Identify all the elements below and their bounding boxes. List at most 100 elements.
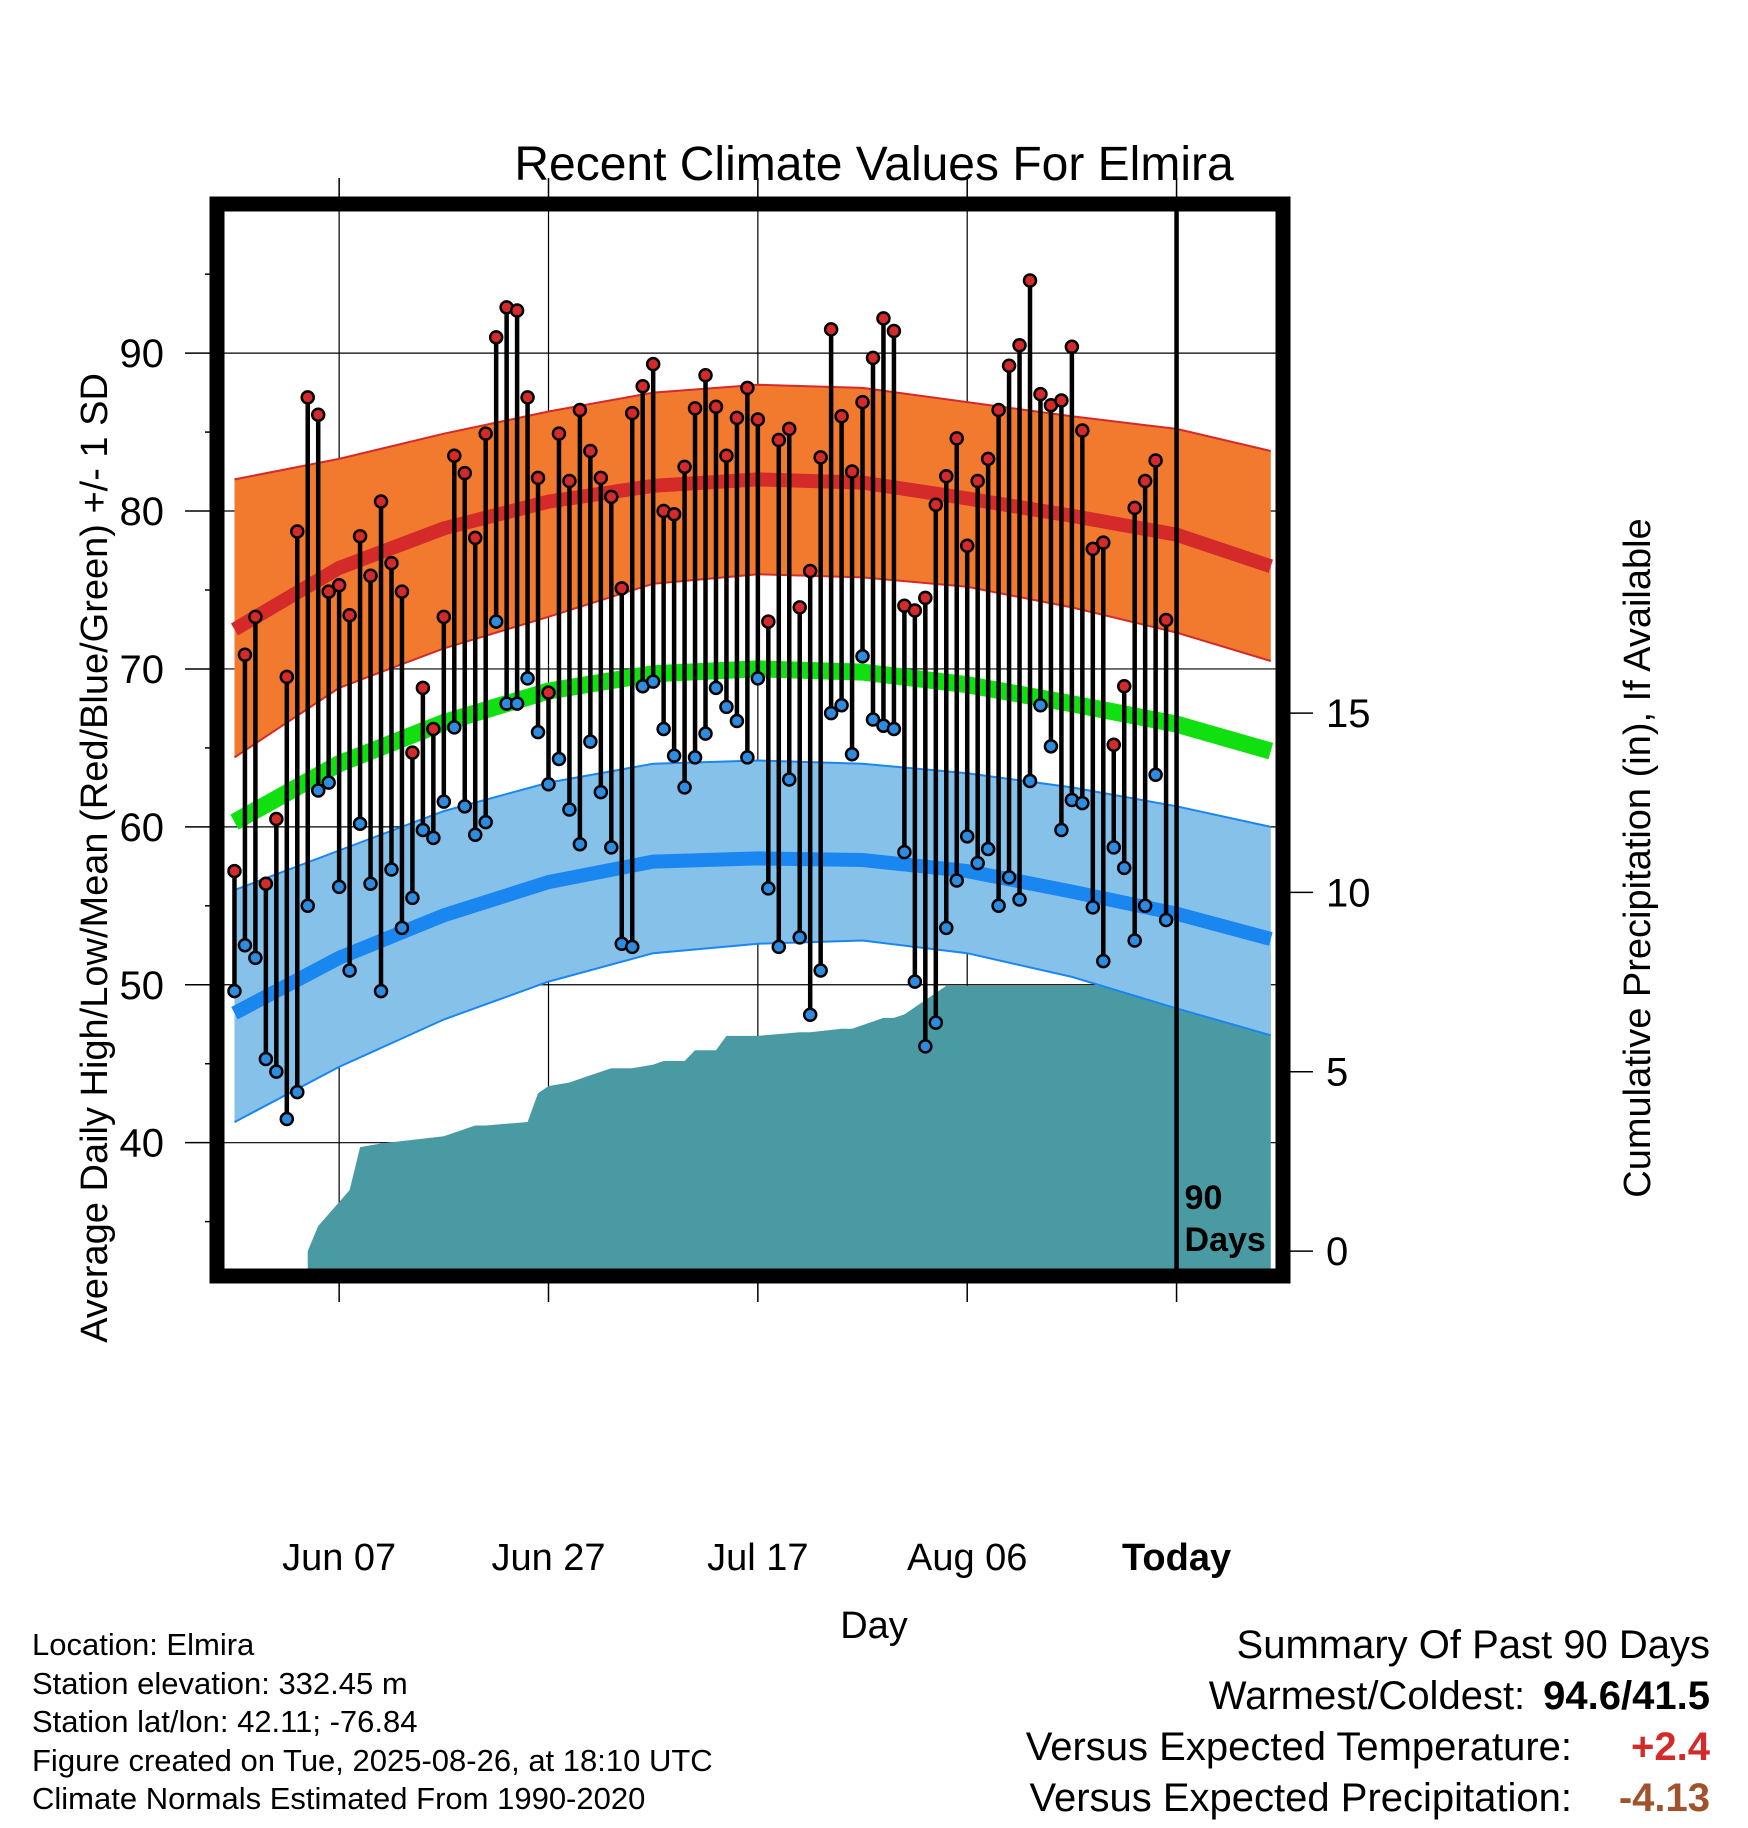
daily-high-point (426, 721, 441, 737)
precip-area (307, 953, 1271, 1269)
y-tick-label: 70 (120, 648, 165, 692)
daily-high-point (959, 538, 975, 554)
y2-tick-label: 10 (1326, 871, 1371, 915)
daily-low-point (792, 930, 807, 945)
daily-low-point (719, 699, 734, 715)
daily-high-point (342, 608, 357, 623)
daily-low-point (1127, 933, 1142, 948)
daily-low-point (310, 783, 326, 798)
daily-high-point (865, 350, 881, 366)
daily-low-point (959, 829, 975, 844)
daily-high-point (782, 421, 797, 437)
daily-low-point (384, 862, 399, 877)
y-tick-label: 90 (120, 332, 165, 376)
daily-low-point (279, 1111, 295, 1127)
daily-high-point (991, 402, 1006, 418)
daily-high-point (488, 330, 504, 345)
daily-low-point (237, 938, 253, 953)
y-tick-label: 40 (120, 1122, 165, 1166)
daily-low-point (331, 879, 347, 895)
daily-high-point (729, 410, 745, 426)
y-tick-label: 60 (120, 806, 165, 850)
daily-low-point (488, 614, 504, 629)
daily-high-point (980, 451, 996, 467)
daily-low-point (949, 873, 964, 888)
daily-high-point (300, 390, 315, 405)
daily-low-point (457, 799, 473, 814)
daily-high-point (436, 609, 452, 625)
y-axis-label: Average Daily High/Low/Mean (Red/Blue/Gr… (74, 373, 116, 1343)
temp-departure-value: +2.4 (1631, 1725, 1710, 1769)
daily-high-point (352, 529, 368, 544)
daily-high-point (677, 459, 692, 475)
daily-high-point (970, 473, 985, 489)
daily-low-point (342, 963, 357, 978)
daily-high-point (447, 448, 462, 464)
daily-low-point (802, 1007, 818, 1023)
daily-low-point (897, 844, 912, 860)
daily-low-point (708, 680, 724, 696)
daily-high-point (1075, 423, 1090, 438)
temp-departure-label: Versus Expected Temperature: (1025, 1725, 1572, 1769)
normals-text: Climate Normals Estimated From 1990-2020 (32, 1781, 646, 1816)
daily-low-point (939, 920, 954, 936)
daily-high-point (1001, 358, 1017, 374)
y2-tick-label: 0 (1326, 1230, 1348, 1274)
daily-high-point (269, 811, 284, 827)
daily-low-point (1033, 698, 1048, 713)
daily-low-point (782, 772, 797, 787)
daily-low-point (1116, 860, 1132, 876)
daily-high-point (740, 380, 755, 396)
precip-departure-label: Versus Expected Precipitation: (1029, 1776, 1572, 1820)
daily-low-point (666, 748, 682, 764)
daily-high-point (405, 745, 420, 760)
location-text: Location: Elmira (32, 1627, 255, 1662)
daily-high-point (719, 448, 734, 464)
daily-low-point (321, 775, 336, 790)
daily-low-point (1012, 892, 1027, 907)
daily-low-point (823, 705, 839, 721)
daily-high-point (939, 469, 954, 484)
daily-high-point (593, 470, 609, 486)
daily-high-point (844, 464, 860, 479)
daily-low-point (907, 974, 923, 989)
daily-low-point (300, 898, 315, 914)
y-tick-label: 50 (120, 964, 165, 1008)
daily-low-point (1137, 898, 1153, 914)
warmest-coldest-value: 94.6/41.5 (1543, 1674, 1710, 1718)
daily-high-point (384, 555, 399, 571)
daily-low-point (855, 649, 870, 664)
daily-low-point (761, 881, 776, 896)
daily-high-point (1022, 273, 1038, 288)
daily-low-point (771, 939, 787, 955)
daily-high-point (457, 465, 473, 481)
daily-high-point (698, 367, 713, 383)
daily-high-point (530, 470, 546, 486)
y-tick-label: 80 (120, 490, 165, 534)
x-tick-label: Today (1122, 1537, 1231, 1579)
daily-low-point (363, 876, 378, 891)
daily-high-point (635, 379, 650, 394)
daily-low-point (980, 841, 996, 857)
daily-high-point (708, 399, 724, 415)
daily-low-point (1085, 900, 1101, 915)
daily-high-point (876, 311, 891, 326)
plot-inner: 90 Days (224, 211, 1276, 1269)
daily-high-point (467, 530, 483, 546)
y2-tick-label: 5 (1326, 1051, 1348, 1095)
daily-low-point (813, 963, 828, 978)
daily-low-point (593, 784, 609, 800)
daily-low-point (572, 836, 588, 852)
summary-title: Summary Of Past 90 Days (1236, 1623, 1710, 1667)
daily-high-point (907, 603, 923, 618)
daily-low-point (520, 671, 535, 686)
summary-warmest-coldest: Warmest/Coldest: 94.6/41.5 (1026, 1671, 1710, 1722)
daily-low-point (447, 720, 462, 735)
daily-high-point (1116, 679, 1132, 694)
y2-tick-label: 15 (1326, 692, 1371, 736)
low-lower-edge (234, 939, 1272, 1123)
daily-low-point (1022, 773, 1038, 789)
daily-high-point (1033, 386, 1048, 402)
x-tick-label: Aug 06 (907, 1537, 1027, 1579)
